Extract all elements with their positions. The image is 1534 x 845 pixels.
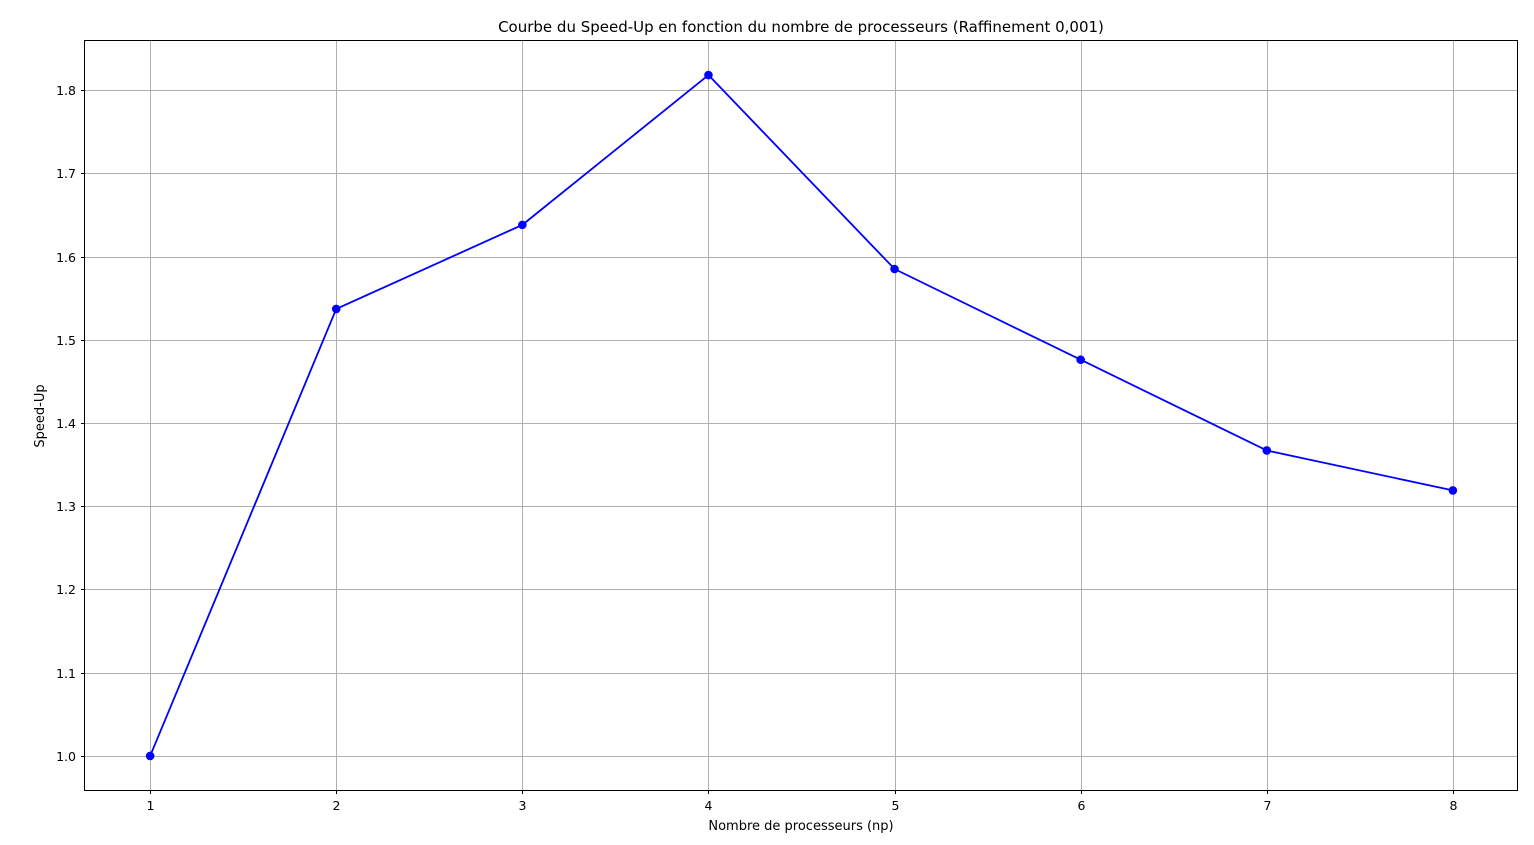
plot-frame xyxy=(84,40,1518,791)
y-tick-label: 1.2 xyxy=(56,582,76,597)
x-tick-label: 1 xyxy=(147,798,155,813)
y-tick-label: 1.7 xyxy=(56,166,76,181)
x-tick-label: 6 xyxy=(1078,798,1086,813)
data-point xyxy=(1448,486,1458,495)
data-point xyxy=(704,70,713,80)
x-tick-label: 2 xyxy=(333,798,341,813)
data-point xyxy=(1076,355,1085,365)
y-tick-label: 1.8 xyxy=(56,83,76,98)
data-point xyxy=(145,751,155,761)
axis-ticks: 1 2 3 4 5 6 7 8 1.0 1.1 1.2 1.3 1.4 1.5 1.6 1.7 1.8 xyxy=(56,83,1457,813)
data-point xyxy=(890,264,899,274)
x-tick-label: 8 xyxy=(1450,798,1458,813)
y-tick-label: 1.6 xyxy=(56,250,76,265)
x-tick-label: 4 xyxy=(705,798,713,813)
y-tick-label: 1.4 xyxy=(56,416,76,431)
x-tick-label: 5 xyxy=(892,798,900,813)
y-tick-label: 1.5 xyxy=(56,333,76,348)
data-point xyxy=(518,220,527,230)
data-point xyxy=(331,304,341,314)
y-tick-label: 1.1 xyxy=(56,666,76,681)
x-tick-label: 7 xyxy=(1264,798,1272,813)
chart-title: Courbe du Speed-Up en fonction du nombre… xyxy=(498,18,1104,36)
data-point xyxy=(1262,446,1272,455)
grid xyxy=(85,41,1518,790)
x-tick-label: 3 xyxy=(519,798,527,813)
y-tick-label: 1.3 xyxy=(56,499,76,514)
series-line-layer xyxy=(149,74,1454,757)
data-markers xyxy=(145,70,1458,761)
series-line xyxy=(149,74,1454,757)
y-axis-label: Speed-Up xyxy=(33,384,48,447)
y-tick-label: 1.0 xyxy=(56,749,76,764)
x-axis-label: Nombre de processeurs (np) xyxy=(708,819,893,834)
